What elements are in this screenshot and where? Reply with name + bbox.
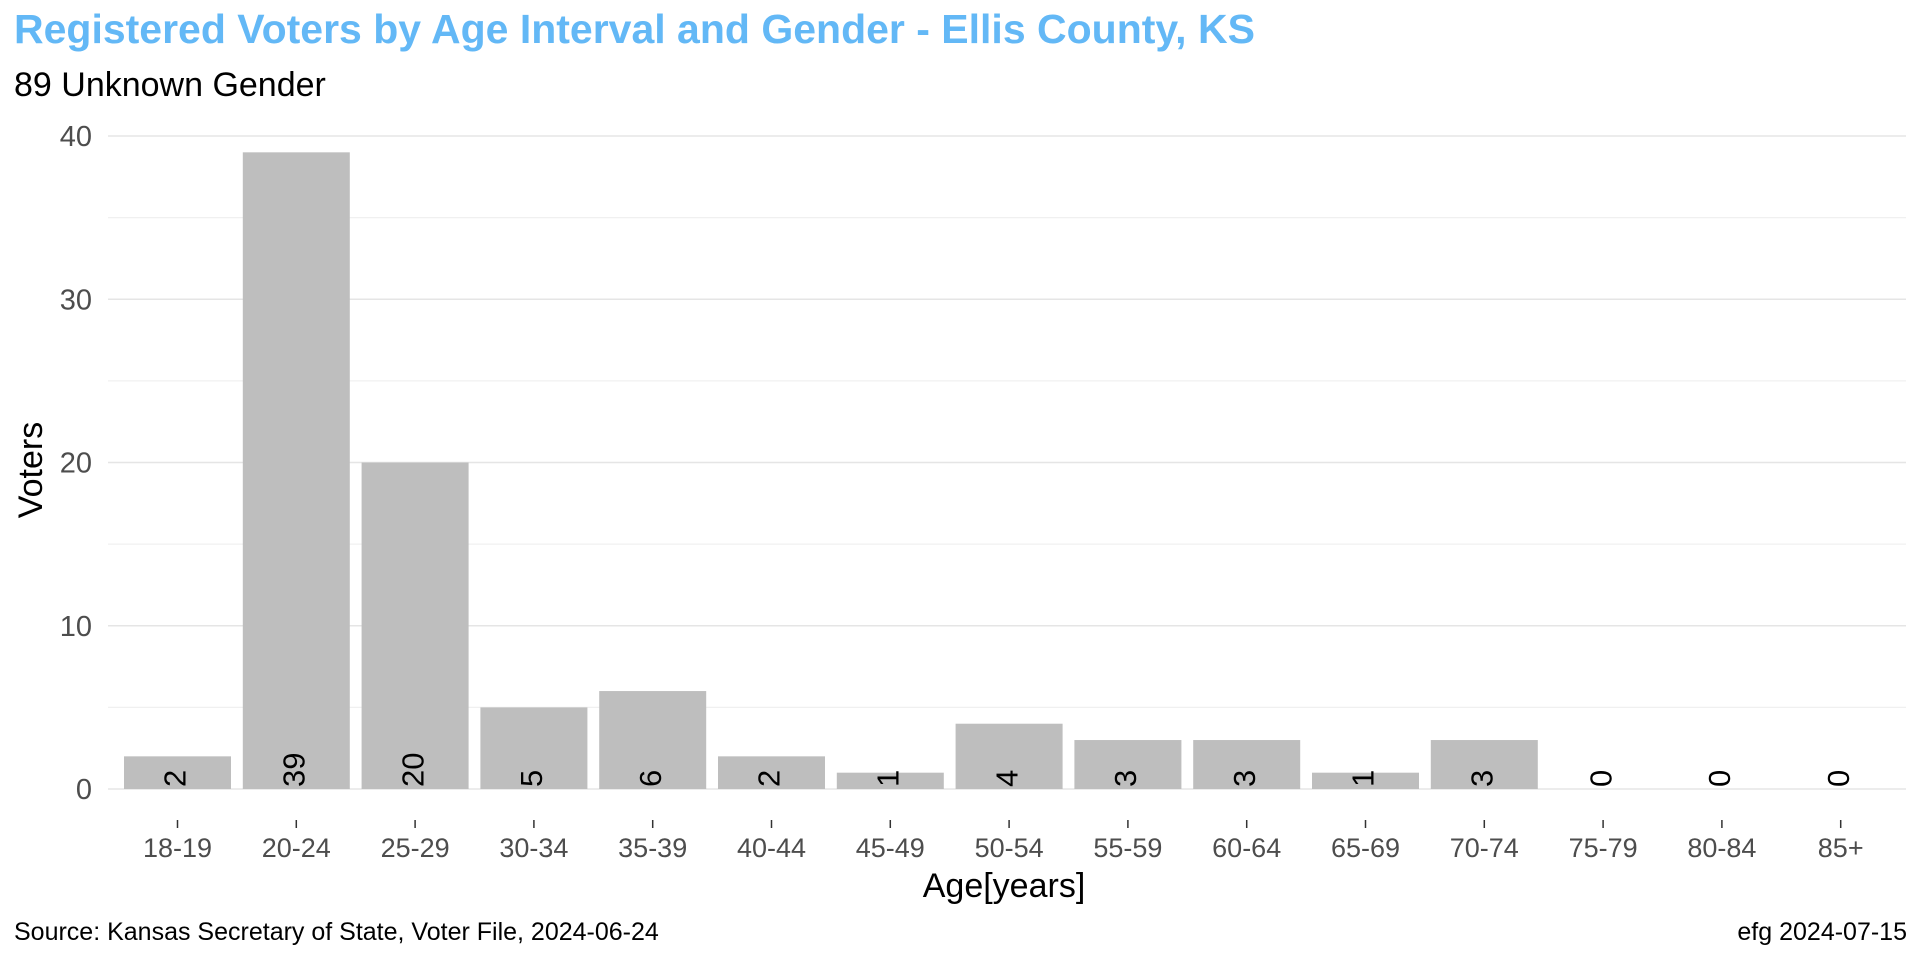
x-tick-label: 40-44: [737, 833, 806, 863]
bar-value-label: 1: [870, 770, 905, 787]
chart-subtitle: 89 Unknown Gender: [14, 66, 326, 104]
x-tick-label: 75-79: [1569, 833, 1638, 863]
bar-20-24: [242, 152, 350, 789]
bars: [124, 152, 1538, 789]
bar-45-49: [836, 772, 944, 789]
bar-value-label: 39: [276, 753, 311, 787]
chart-title: Registered Voters by Age Interval and Ge…: [14, 6, 1255, 52]
x-tick-label: 85+: [1818, 833, 1864, 863]
y-tick-label: 40: [60, 121, 92, 153]
y-axis-ticks: 0 10 20 30 40: [60, 121, 92, 806]
bar-value-label: 0: [1702, 770, 1737, 787]
x-tick-label: 25-29: [381, 833, 450, 863]
y-axis-title: Voters: [12, 422, 50, 518]
x-tick-label: 55-59: [1093, 833, 1162, 863]
bar-25-29: [361, 462, 469, 789]
x-tick-label: 70-74: [1450, 833, 1519, 863]
bar-value-label: 5: [514, 770, 549, 787]
bar-labels: 2 39 20 5 6 2 1 4 3 3 1 3 0 0 0: [158, 753, 1856, 787]
bar-value-label: 6: [633, 770, 668, 787]
bar-value-label: 3: [1464, 770, 1499, 787]
bar-value-label: 3: [1227, 770, 1262, 787]
x-axis-ticks: 18-19 20-24 25-29 30-34 35-39 40-44 45-49 50-54…: [143, 820, 1864, 863]
bar-value-label: 2: [158, 770, 193, 787]
bar-70-74: [1430, 740, 1538, 789]
bar-60-64: [1193, 740, 1301, 789]
x-tick-label: 80-84: [1687, 833, 1756, 863]
x-axis-title: Age[years]: [923, 867, 1086, 905]
bar-value-label: 4: [989, 770, 1024, 787]
x-tick-label: 35-39: [618, 833, 687, 863]
bar-30-34: [480, 707, 588, 789]
bar-35-39: [599, 691, 707, 789]
bar-40-44: [718, 756, 825, 789]
x-tick-label: 45-49: [856, 833, 925, 863]
bar-55-59: [1074, 740, 1182, 789]
y-tick-label: 20: [60, 448, 92, 480]
author-credit: efg 2024-07-15: [1737, 918, 1907, 946]
bar-value-label: 20: [395, 753, 430, 787]
y-tick-label: 0: [76, 774, 92, 806]
bar-65-69: [1312, 772, 1419, 789]
source-note: Source: Kansas Secretary of State, Voter…: [14, 918, 659, 946]
x-tick-label: 20-24: [262, 833, 331, 863]
x-tick-label: 60-64: [1212, 833, 1281, 863]
x-tick-label: 65-69: [1331, 833, 1400, 863]
y-tick-label: 30: [60, 284, 92, 316]
x-tick-label: 18-19: [143, 833, 212, 863]
y-tick-label: 10: [60, 611, 92, 643]
x-tick-label: 30-34: [499, 833, 568, 863]
bar-50-54: [955, 723, 1063, 789]
x-tick-label: 50-54: [975, 833, 1044, 863]
bar-value-label: 2: [752, 770, 787, 787]
bar-value-label: 1: [1346, 770, 1381, 787]
bar-18-19: [124, 756, 231, 789]
bar-value-label: 0: [1583, 770, 1618, 787]
bar-value-label: 0: [1821, 770, 1856, 787]
bar-value-label: 3: [1108, 770, 1143, 787]
